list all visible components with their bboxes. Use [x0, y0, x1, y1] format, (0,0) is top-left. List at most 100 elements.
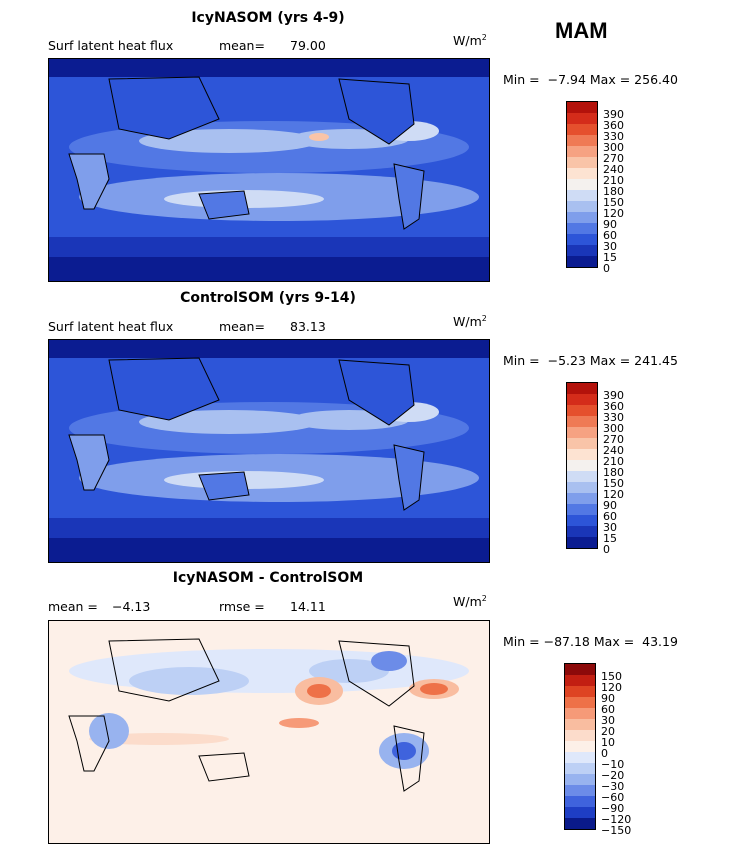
panel1-colorbar-tick: 390: [603, 108, 624, 121]
panel1-mean-value: 79.00: [290, 38, 326, 53]
panel3-colorbar-tick: −60: [601, 791, 625, 804]
panel1-colorbar-swatch: [567, 113, 597, 124]
panel2-colorbar-tick: 120: [603, 488, 624, 501]
season-label: MAM: [555, 18, 608, 43]
panel2-colorbar-tick: 15: [603, 532, 617, 545]
panel2-colorbar-tick: 90: [603, 499, 617, 512]
panel1-colorbar-swatch: [567, 190, 597, 201]
panel1-colorbar-swatch: [567, 201, 597, 212]
panel2-colorbar-swatch: [567, 471, 597, 482]
panel1-colorbar-swatch: [567, 256, 597, 267]
panel3-colorbar-tick: −20: [601, 769, 625, 782]
panel1-colorbar: [566, 101, 598, 268]
panel2-map: [48, 339, 490, 563]
panel3-colorbar-tick: −150: [601, 824, 632, 837]
panel3-colorbar-swatch: [565, 675, 595, 686]
panel2-colorbar-tick: 60: [603, 510, 617, 523]
panel2-colorbar-swatch: [567, 449, 597, 460]
panel3-colorbar-ticks: 150 120 90 60 30 20 10 0 −10 −20 −30 −60…: [601, 671, 631, 836]
panel2-colorbar-swatch: [567, 438, 597, 449]
panel2-colorbar-tick: 0: [603, 543, 610, 556]
panel3-colorbar-tick: −120: [601, 813, 632, 826]
panel3-colorbar-swatch: [565, 730, 595, 741]
panel1-title: IcyNASOM (yrs 4-9): [191, 10, 345, 26]
panel3-colorbar-swatch: [565, 664, 595, 675]
panel2-colorbar-swatch: [567, 394, 597, 405]
panel3-colorbar-swatch: [565, 807, 595, 818]
panel3-colorbar-tick: −90: [601, 802, 625, 815]
panel2-min-max: Min = −5.23 Max = 241.45: [503, 353, 678, 368]
panel2-colorbar-tick: 330: [603, 411, 624, 424]
panel2-unit: W/m2: [453, 314, 487, 330]
panel3-colorbar-swatch: [565, 796, 595, 807]
panel1-colorbar-tick: 360: [603, 119, 624, 132]
panel3-colorbar-swatch: [565, 708, 595, 719]
panel2-colorbar-tick: 180: [603, 466, 624, 479]
panel3-colorbar-swatch: [565, 697, 595, 708]
panel3-colorbar-swatch: [565, 763, 595, 774]
panel3-colorbar-swatch: [565, 686, 595, 697]
panel2-map-field: [49, 340, 489, 562]
panel1-colorbar-tick: 120: [603, 207, 624, 220]
panel1-map: [48, 58, 490, 282]
panel1-colorbar-tick: 15: [603, 251, 617, 264]
panel2-colorbar-swatch: [567, 460, 597, 471]
panel2-colorbar-swatch: [567, 405, 597, 416]
panel3-colorbar-tick: 90: [601, 692, 615, 705]
panel2-mean-label: mean=: [219, 319, 265, 334]
panel3-map: [48, 620, 490, 844]
panel3-mean-label: mean =: [48, 599, 98, 614]
panel3-colorbar-tick: 150: [601, 670, 622, 683]
panel3-colorbar-tick: 120: [601, 681, 622, 694]
panel3-colorbar-tick: 10: [601, 736, 615, 749]
panel1-colorbar-tick: 210: [603, 174, 624, 187]
panel3-colorbar-swatch: [565, 752, 595, 763]
panel2-colorbar-swatch: [567, 383, 597, 394]
panel1-colorbar-tick: 270: [603, 152, 624, 165]
panel1-variable-label: Surf latent heat flux: [48, 38, 174, 53]
panel2-colorbar-tick: 300: [603, 422, 624, 435]
panel3-colorbar: [564, 663, 596, 830]
panel3-colorbar-tick: −10: [601, 758, 625, 771]
panel3-title: IcyNASOM - ControlSOM: [172, 570, 364, 586]
panel1-colorbar-tick: 330: [603, 130, 624, 143]
panel2-colorbar-tick: 390: [603, 389, 624, 402]
panel3-colorbar-tick: 60: [601, 703, 615, 716]
panel1-mean-label: mean=: [219, 38, 265, 53]
panel1-colorbar-tick: 60: [603, 229, 617, 242]
panel2-colorbar-swatch: [567, 427, 597, 438]
panel2-colorbar-swatch: [567, 526, 597, 537]
panel3-unit: W/m2: [453, 594, 487, 610]
panel3-rmse-label: rmse =: [219, 599, 265, 614]
panel1-colorbar-swatch: [567, 135, 597, 146]
panel1-colorbar-swatch: [567, 223, 597, 234]
panel2-colorbar-swatch: [567, 416, 597, 427]
panel1-colorbar-tick: 300: [603, 141, 624, 154]
panel3-mean-value: −4.13: [112, 599, 151, 614]
panel1-colorbar-tick: 90: [603, 218, 617, 231]
panel3-colorbar-tick: −30: [601, 780, 625, 793]
panel1-colorbar-swatch: [567, 146, 597, 157]
panel2-colorbar: [566, 382, 598, 549]
panel2-colorbar-swatch: [567, 493, 597, 504]
panel3-colorbar-swatch: [565, 785, 595, 796]
panel2-colorbar-swatch: [567, 537, 597, 548]
panel3-colorbar-swatch: [565, 818, 595, 829]
panel1-min-max: Min = −7.94 Max = 256.40: [503, 72, 678, 87]
panel1-colorbar-swatch: [567, 179, 597, 190]
panel3-rmse-value: 14.11: [290, 599, 326, 614]
panel1-colorbar-tick: 180: [603, 185, 624, 198]
panel2-colorbar-tick: 360: [603, 400, 624, 413]
panel1-colorbar-swatch: [567, 234, 597, 245]
panel1-colorbar-tick: 150: [603, 196, 624, 209]
panel2-mean-value: 83.13: [290, 319, 326, 334]
panel2-title: ControlSOM (yrs 9-14): [180, 290, 356, 306]
panel1-colorbar-swatch: [567, 212, 597, 223]
panel3-colorbar-swatch: [565, 741, 595, 752]
panel2-colorbar-tick: 240: [603, 444, 624, 457]
panel1-colorbar-tick: 240: [603, 163, 624, 176]
panel3-colorbar-tick: 0: [601, 747, 608, 760]
panel3-colorbar-swatch: [565, 774, 595, 785]
panel1-colorbar-tick: 30: [603, 240, 617, 253]
panel3-colorbar-tick: 20: [601, 725, 615, 738]
